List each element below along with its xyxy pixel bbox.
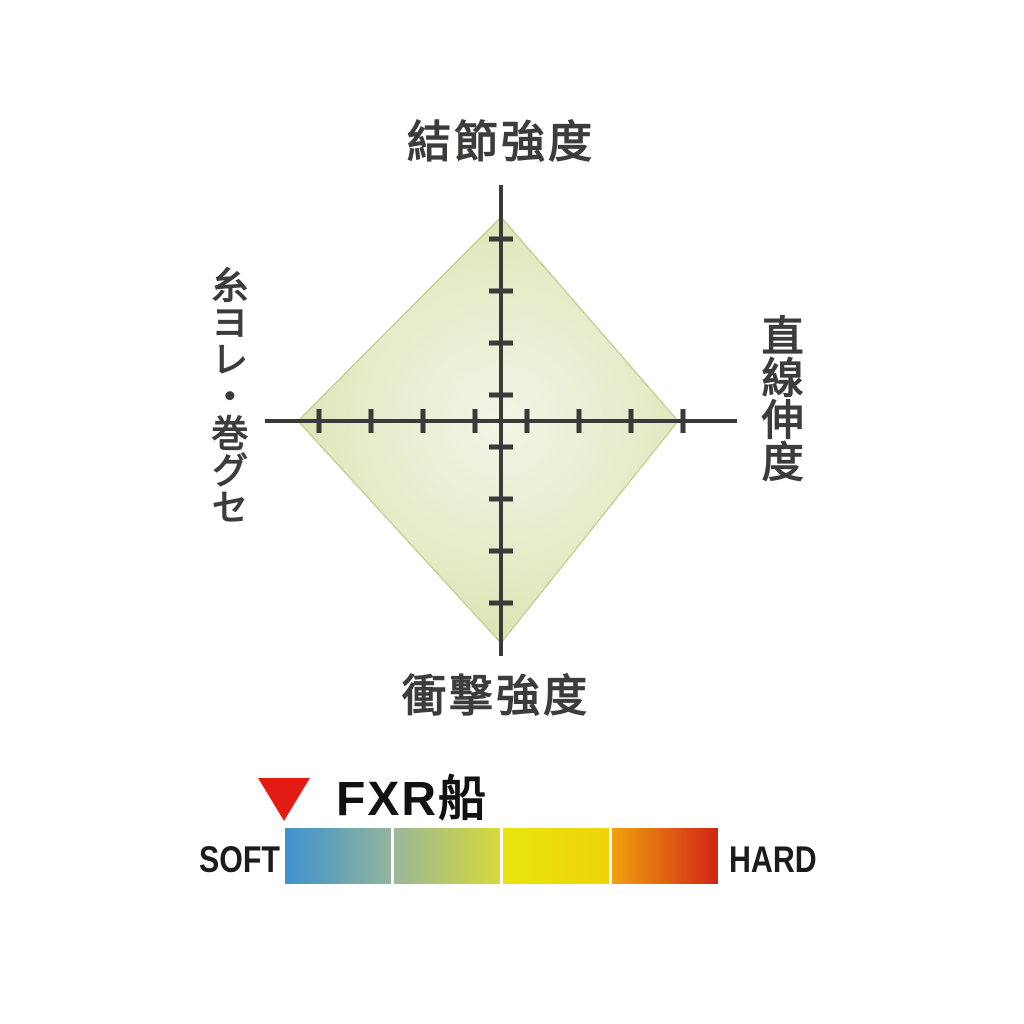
- axis-label-line-twist: 糸ヨレ・巻グセ: [205, 266, 247, 525]
- triangle-down-icon: [258, 778, 310, 821]
- axis-label-impact-strength: 衝撃強度: [402, 672, 590, 721]
- axis-label-knot-strength: 結節強度: [407, 118, 595, 167]
- scale-label-hard: HARD: [729, 839, 817, 880]
- scale-segment-4: [612, 828, 718, 884]
- scale-segment-1: [285, 828, 391, 884]
- axis-label-straight-elongation: 直線伸度: [756, 314, 804, 482]
- scale-label-soft: SOFT: [199, 839, 280, 880]
- scale-segment-3: [503, 828, 609, 884]
- scale-segment-2: [394, 828, 500, 884]
- soft-hard-scale-bar: [285, 828, 718, 884]
- legend-series-label: FXR船: [336, 773, 489, 826]
